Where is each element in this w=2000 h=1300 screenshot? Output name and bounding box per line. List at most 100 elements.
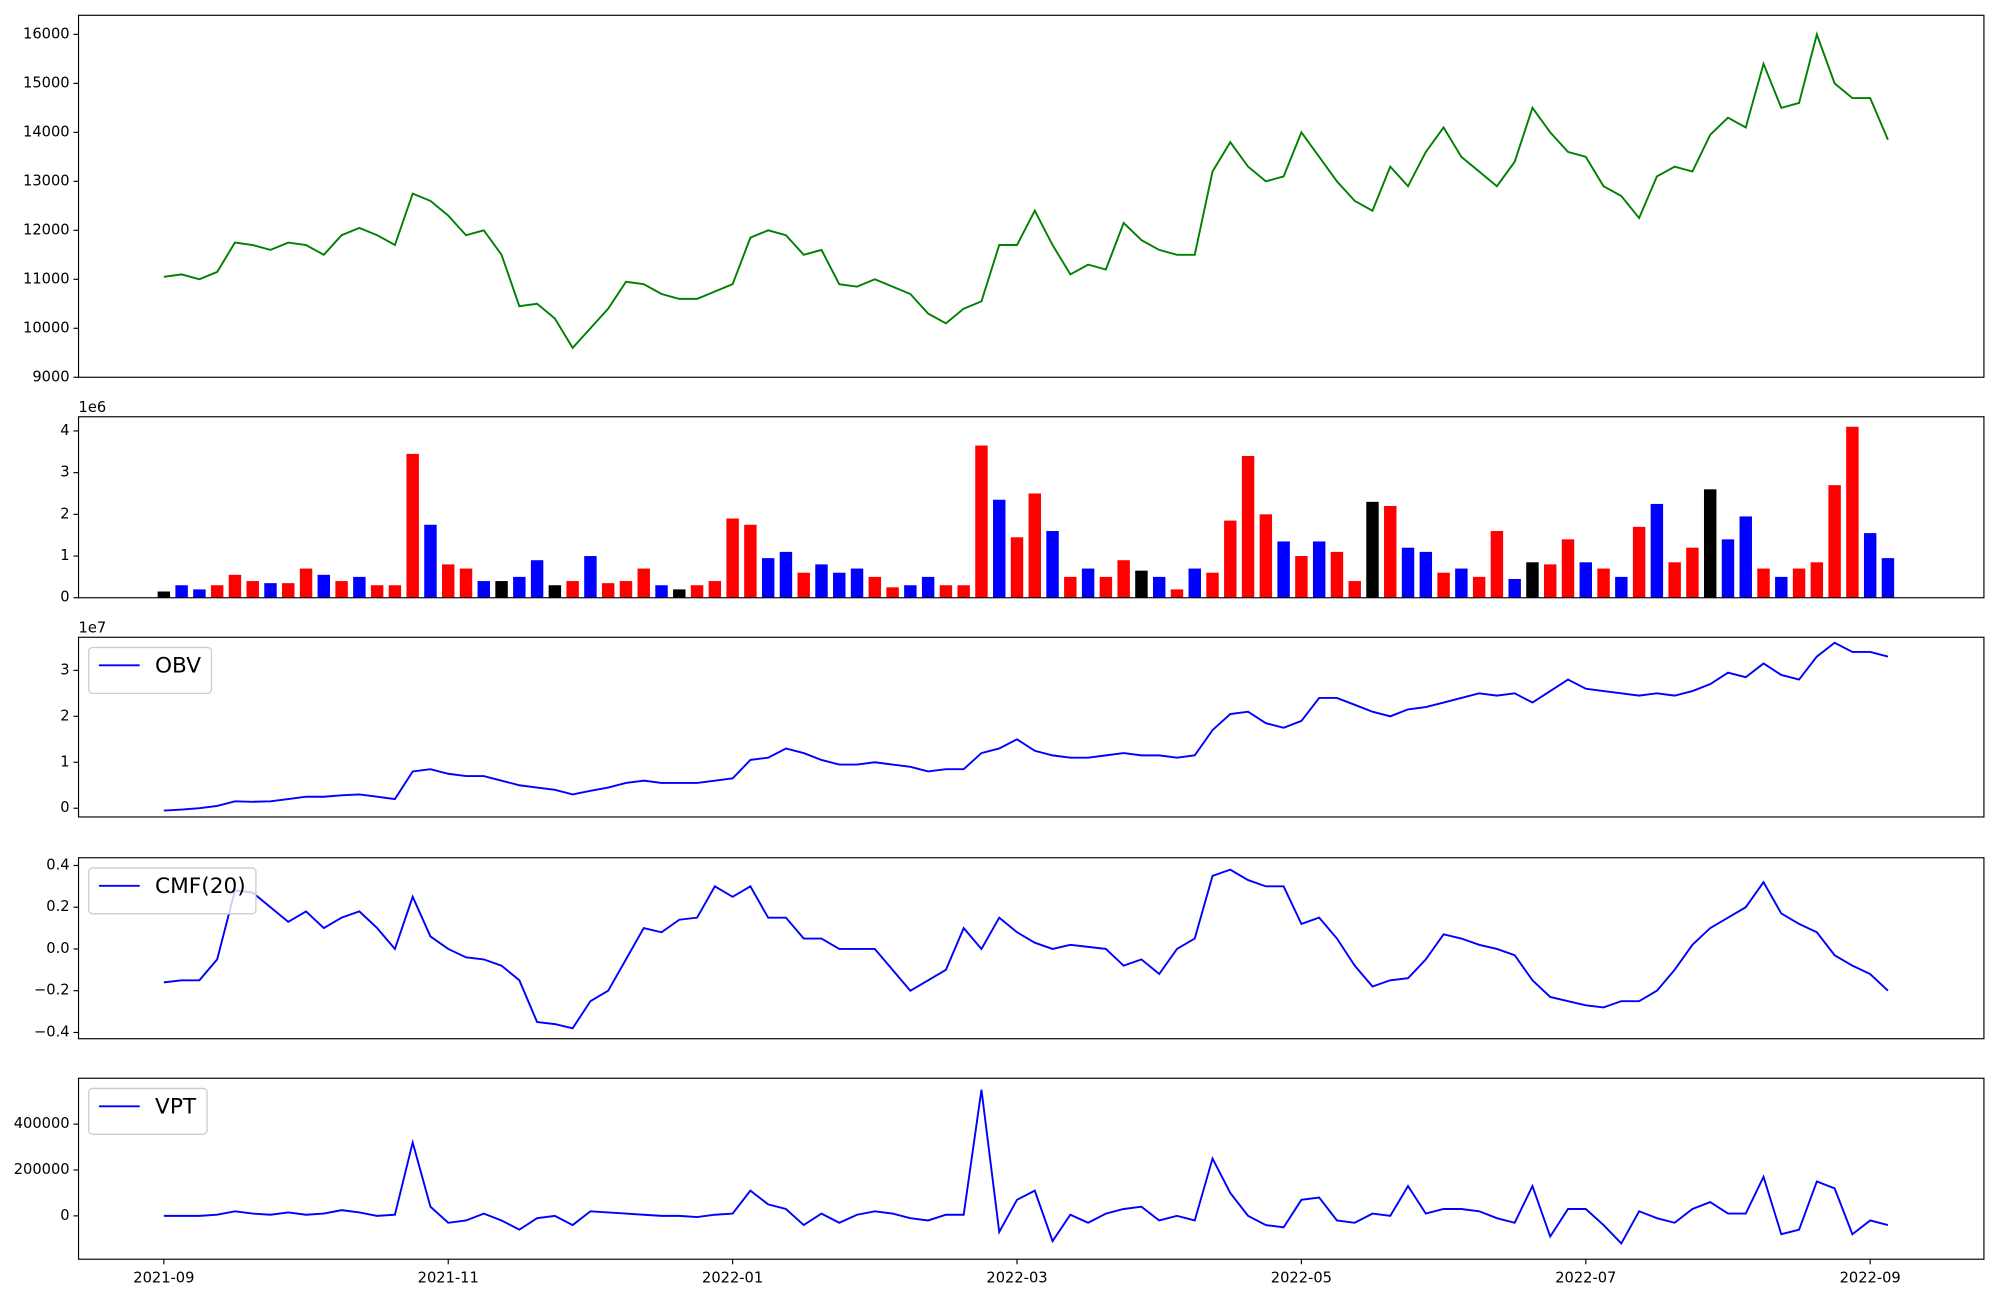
volume-bar [1686,547,1699,598]
volume-bar [815,564,828,598]
plot-frame [77,14,1985,378]
volume-bar [637,568,650,598]
volume-bar [1437,572,1450,598]
volume-bar [1579,562,1593,598]
panel: 0 200000 400000 2021-09 2021-11 2022-01 2022-0… [14,1077,1985,1286]
volume-bar [282,583,295,598]
volume-bar [726,518,739,598]
y-tick-label: 14000 [23,123,70,140]
y-tick-label: 0.4 [46,856,69,873]
volume-bar [1597,568,1610,598]
volume-bar [744,524,757,598]
volume-bar [193,589,206,598]
volume-bar [228,574,242,598]
volume-bar [442,564,455,598]
volume-bar [797,572,810,598]
y-tick-label: 0 [60,1207,69,1224]
volume-bar [619,581,633,598]
y-tick-label: 12000 [23,221,70,238]
volume-bar [708,581,722,598]
legend: VPT [88,1087,208,1135]
y-tick-label: 13000 [23,172,70,189]
y-tick-label: 11000 [23,270,70,287]
volume-bar [264,583,277,598]
volume-bar [1544,564,1557,598]
volume-bar [584,556,597,598]
y-tick-label: 400000 [14,1115,70,1132]
volume-bar [370,585,384,598]
volume-bar [957,585,970,598]
x-tick-label: 2022-07 [1555,1269,1616,1286]
y-tick-label: −0.2 [34,982,70,999]
volume-bar [904,585,917,598]
volume-bar [1206,572,1219,598]
volume-bar [1739,516,1752,598]
volume-bar [1668,562,1681,598]
y-tick-label: 0 [60,799,69,816]
volume-bar [761,558,775,598]
volume-bar [1010,537,1024,598]
price-line [163,31,1889,350]
legend-label: CMF(20) [155,874,246,899]
y-tick-label: 0.2 [46,898,69,915]
legend-box [88,646,213,694]
y-tick-label: 3 [60,464,69,481]
plot-frame [77,1077,1985,1260]
volume-bar [299,568,313,598]
volume-bar [601,583,615,598]
y-tick-label: 2 [60,505,69,522]
volume-bar [1384,506,1397,598]
volume-bar [317,574,331,598]
volume-bar [1259,514,1273,598]
volume-bar [1046,531,1059,598]
volume-bar [1188,568,1201,598]
volume-bar [246,581,259,598]
volume-bar [975,445,988,598]
indicator-line [163,1089,1889,1246]
y-tick-label: 4 [60,422,69,439]
volume-bar [868,576,882,598]
y-tick-label: 3 [60,661,69,678]
volume-bar [1117,560,1130,598]
plot-frame [77,636,1985,818]
y-tick-label: 9000 [32,368,69,385]
volume-bar [1650,503,1664,598]
volume-bar [1152,576,1166,598]
axis-offset-label: 1e6 [79,399,107,416]
volume-bar [779,551,793,598]
x-tick-label: 2021-11 [418,1269,479,1286]
panel: 0 1 2 3 1e7 OBV [60,619,1985,818]
volume-bar [1401,547,1415,598]
volume-bar [1828,485,1841,598]
volume-bar [1028,493,1042,598]
volume-bar [1526,562,1539,598]
volume-bar [939,585,953,598]
volume-bar [1455,568,1468,598]
volume-bar [1757,568,1770,598]
volume-bar [566,581,579,598]
x-tick-label: 2021-09 [133,1269,194,1286]
volume-bar [1508,578,1521,598]
volume-bar [1792,568,1806,598]
volume-bar [1295,556,1308,598]
volume-bar [548,585,562,598]
volume-bar [495,581,508,598]
volume-bar [1881,558,1895,598]
legend-box [88,1087,208,1135]
panel: 0 1 2 3 4 1e6 [60,399,1985,606]
y-tick-label: −0.4 [34,1023,70,1040]
panel: −0.4 −0.2 0.0 0.2 0.4 CMF(20) [34,856,1985,1040]
volume-bar [1632,526,1646,598]
volume-bar [1224,520,1237,598]
volume-bar [406,453,419,598]
x-tick-label: 2022-05 [1271,1269,1332,1286]
volume-bar [1081,568,1095,598]
volume-bar [1810,562,1824,598]
x-tick-label: 2022-09 [1840,1269,1901,1286]
volume-bar [1277,541,1290,598]
volume-bar [690,585,704,598]
volume-bar [850,568,864,598]
volume-bar [1775,576,1788,598]
